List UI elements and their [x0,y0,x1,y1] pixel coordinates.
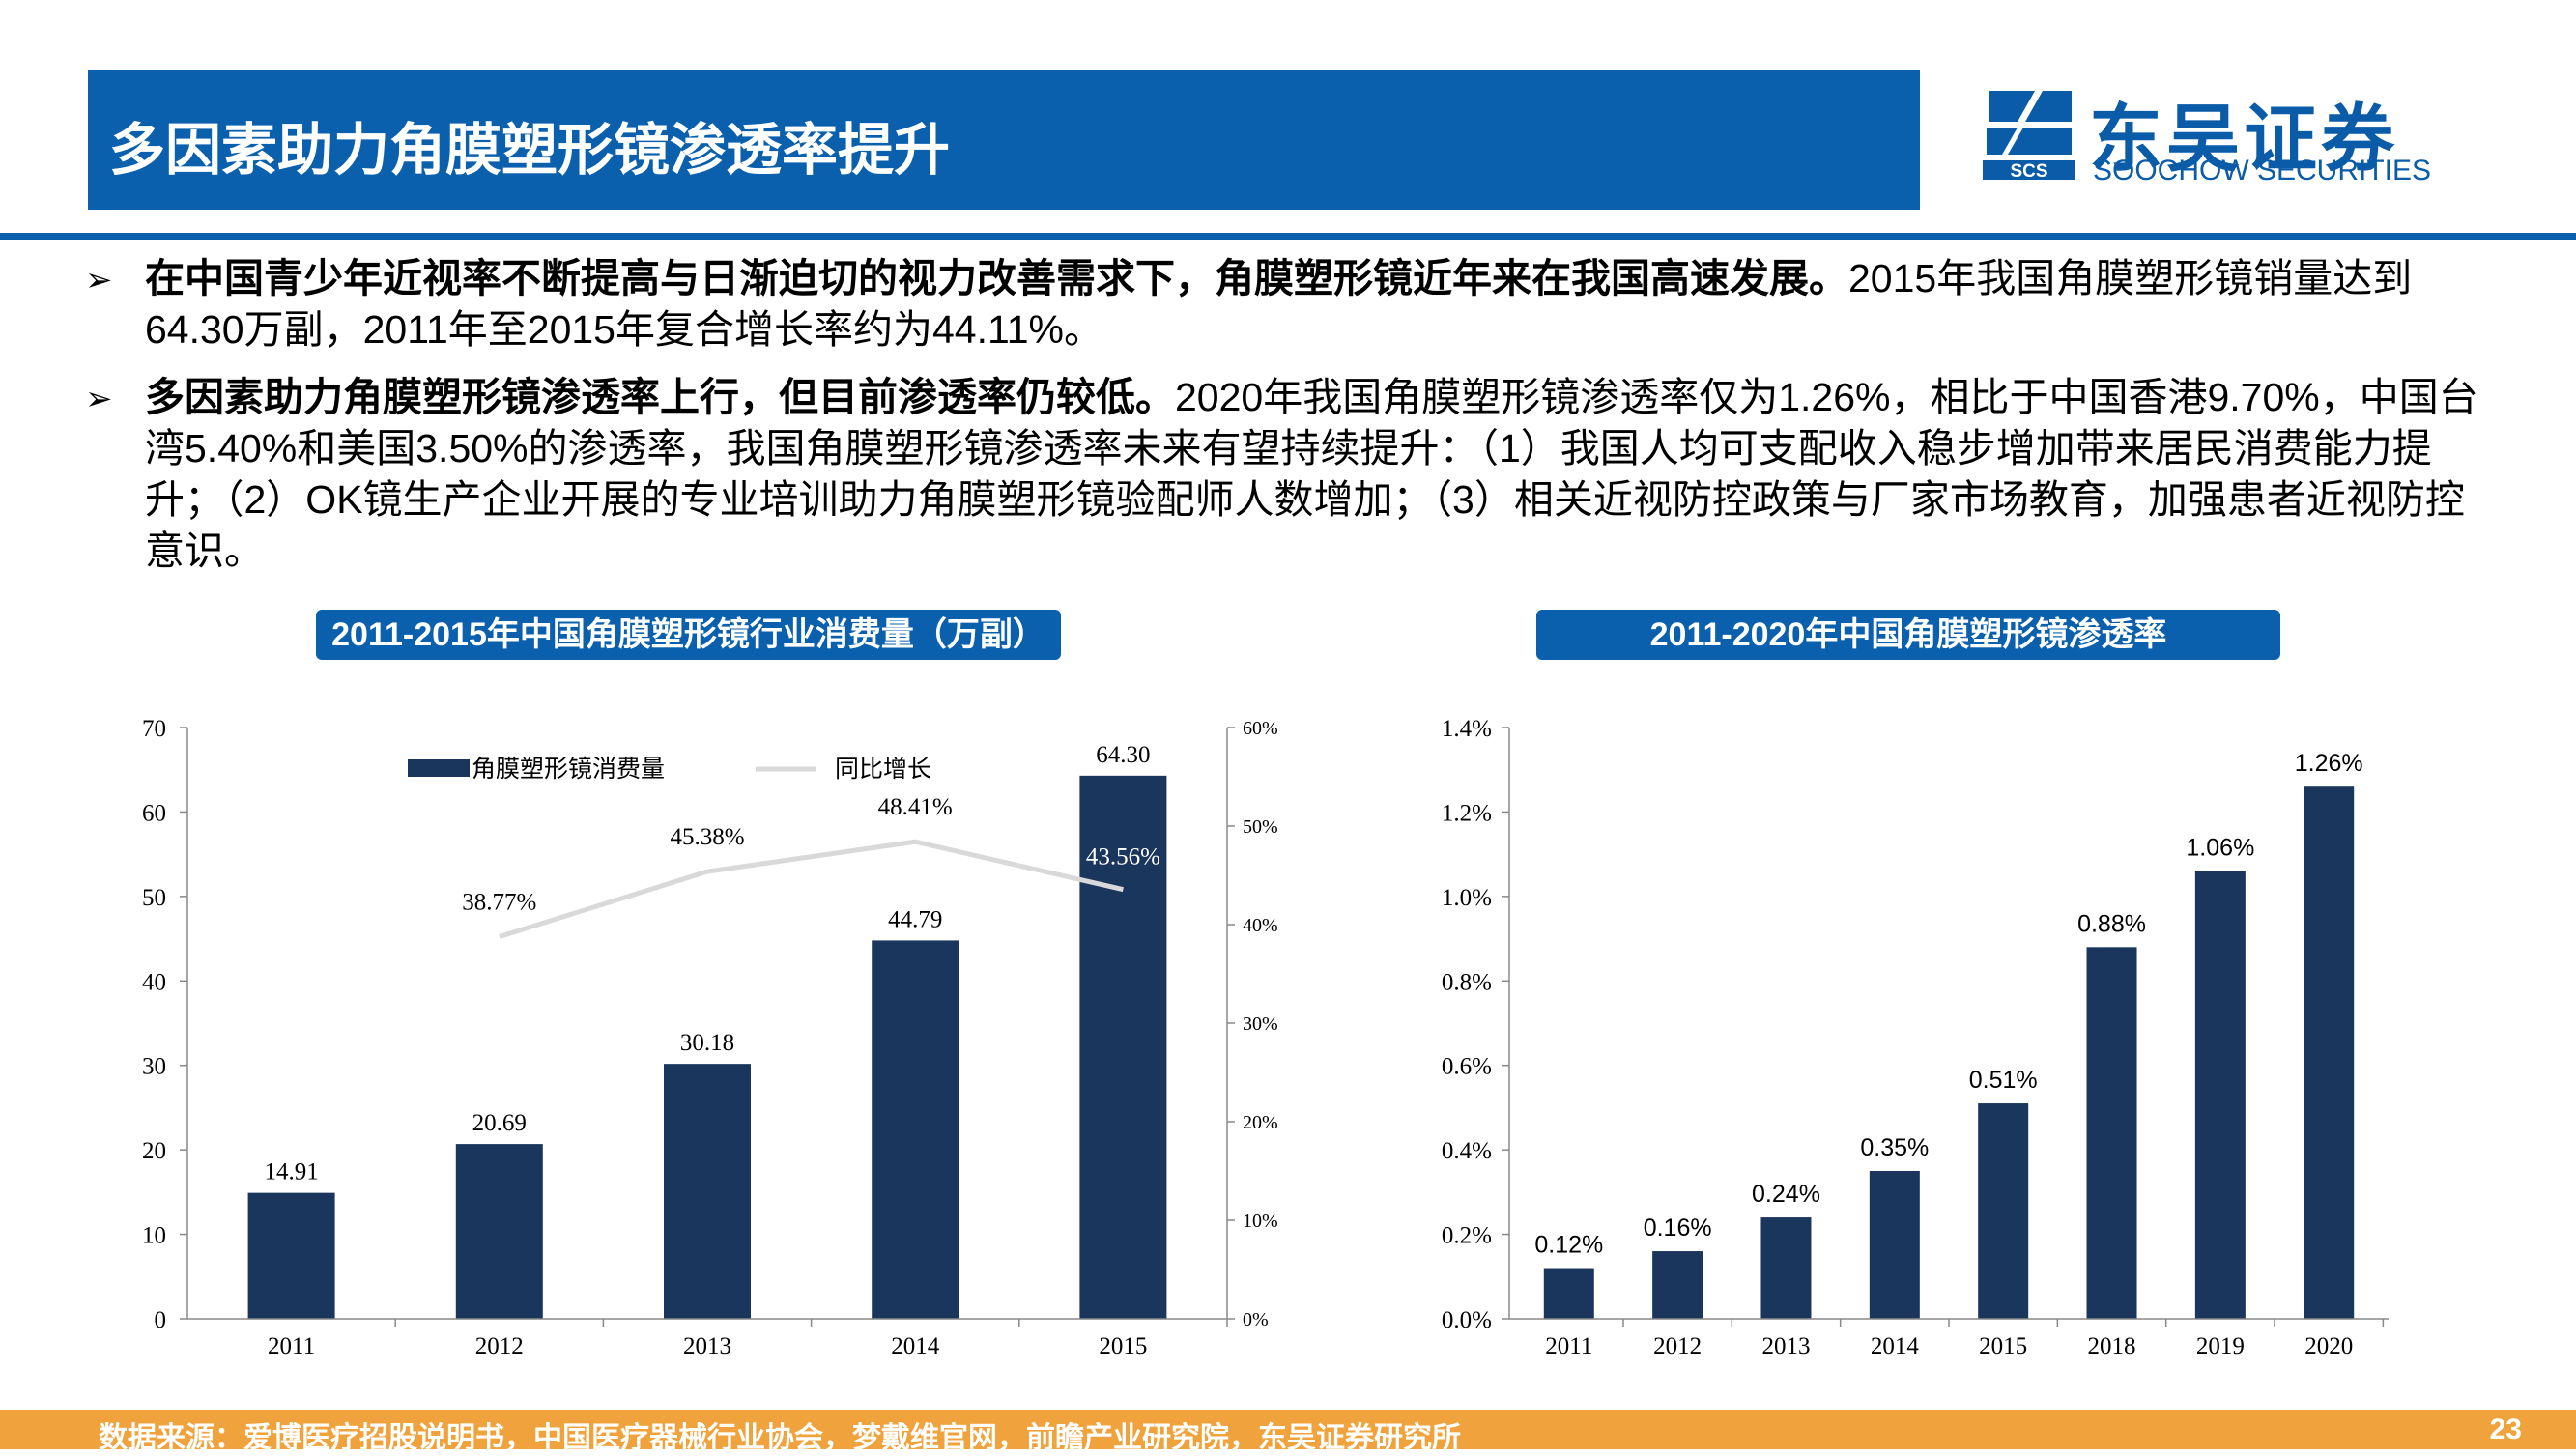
growth-value-label: 43.56% [1086,844,1160,871]
growth-value-label: 38.77% [462,890,536,916]
growth-line [499,839,1124,939]
bar [455,1144,543,1319]
y2-tick-label: 40% [1243,915,1278,936]
bar [1869,1171,1920,1319]
bar [664,1064,751,1319]
growth-value-label: 48.41% [878,794,953,820]
bar-value-label: 20.69 [472,1110,527,1136]
y-tick-label: 0.6% [1442,1054,1492,1080]
bar-value-label: 14.91 [264,1159,318,1185]
y-tick-label: 50 [142,885,166,911]
bar [2194,871,2246,1319]
x-tick-label: 2019 [2196,1333,2245,1359]
logo-mark-icon: SCS [1983,91,2075,182]
bar-value-label: 1.06% [2186,835,2254,862]
y-tick-label: 0.4% [1442,1138,1492,1164]
bar-value-label: 0.24% [1752,1181,1820,1208]
y-tick-label: 70 [142,716,166,742]
bar [247,1192,335,1319]
bullet-list: ➢ 在中国青少年近视率不断提高与日渐迫切的视力改善需求下，角膜塑形镜近年来在我国… [83,253,2499,593]
y2-tick-label: 0% [1243,1309,1269,1330]
y2-tick-label: 30% [1243,1013,1278,1035]
y-tick-label: 40 [142,969,166,995]
page-title: 多因素助力角膜塑形镜渗透率提升 [109,119,951,182]
x-tick-label: 2014 [1871,1333,1920,1359]
chart1-title: 2011-2015年中国角膜塑形镜行业消费量（万副） [316,610,1061,660]
y-tick-label: 0.0% [1442,1307,1492,1333]
bar [872,940,959,1319]
bar-value-label: 0.51% [1969,1067,2038,1094]
header-divider [0,233,2576,240]
bar-value-label: 0.88% [2077,910,2146,937]
growth-value-label: 45.38% [670,824,744,850]
bar [1978,1103,2029,1319]
consumption-chart: 14.91 20.69 30.18 44.79 64.30 38.77% 45.38% 48… [142,716,1278,1359]
logo-english-name: SOOCHOW SECURITIES [2093,155,2432,186]
y2-tick-label: 50% [1243,816,1278,838]
y2-tick-label: 20% [1243,1112,1278,1133]
bullet-item: ➢ 多因素助力角膜塑形镜渗透率上行，但目前渗透率仍较低。2020年我国角膜塑形镜… [83,372,2499,577]
x-tick-label: 2013 [683,1333,731,1359]
bar-value-label: 0.16% [1644,1214,1712,1242]
x-tick-label: 2012 [1653,1333,1702,1359]
y-tick-label: 1.4% [1442,716,1492,742]
bullet-bold-text: 在中国青少年近视率不断提高与日渐迫切的视力改善需求下，角膜塑形镜近年来在我国高速… [145,256,1848,300]
legend-bar-label: 角膜塑形镜消费量 [472,756,665,783]
x-tick-label: 2015 [1979,1333,2027,1359]
x-tick-label: 2011 [268,1333,315,1359]
page-number: 23 [2489,1413,2522,1445]
logo-abbr: SCS [2010,161,2047,182]
y-tick-label: 1.0% [1442,885,1492,911]
y-tick-label: 1.2% [1442,800,1492,826]
x-tick-label: 2018 [2088,1333,2136,1359]
x-tick-label: 2015 [1099,1333,1147,1359]
bar [1760,1217,1812,1319]
x-tick-label: 2014 [891,1333,940,1359]
x-tick-label: 2011 [1545,1333,1592,1359]
y-tick-label: 0.8% [1442,969,1492,995]
y-tick-label: 0.2% [1442,1223,1492,1249]
y-tick-label: 60 [142,800,166,826]
y-tick-label: 20 [142,1138,166,1164]
bar-value-label: 30.18 [680,1030,734,1056]
bullet-text: 2015年我国角膜塑形镜销量达到64.30万副，2011年至2015年复合增长率… [145,256,2413,352]
footer-bar: 数据来源：爱博医疗招股说明书，中国医疗器械行业协会，梦戴维官网，前瞻产业研究院，… [0,1410,2576,1454]
arrow-bullet-icon: ➢ [85,381,113,417]
y-tick-label: 0 [155,1307,167,1333]
bar-value-label: 64.30 [1096,742,1150,768]
legend-line-label: 同比增长 [835,756,931,783]
data-source: 数据来源：爱博医疗招股说明书，中国医疗器械行业协会，梦戴维官网，前瞻产业研究院，… [99,1422,1461,1454]
y-tick-label: 30 [142,1054,166,1080]
x-tick-label: 2013 [1761,1333,1810,1359]
bullet-bold-text: 多因素助力角膜塑形镜渗透率上行，但目前渗透率仍较低。 [145,375,1175,419]
chart2-title: 2011-2020年中国角膜塑形镜渗透率 [1536,610,2280,660]
bar [1652,1251,1703,1319]
bar [2304,786,2355,1319]
bar-value-label: 44.79 [888,906,942,932]
bar-value-label: 0.12% [1534,1232,1603,1259]
x-tick-label: 2020 [2304,1333,2353,1359]
legend-bar-swatch [408,759,470,777]
title-bar: 多因素助力角膜塑形镜渗透率提升 [88,70,1920,210]
arrow-bullet-icon: ➢ [85,262,113,299]
x-tick-label: 2012 [475,1333,524,1359]
y2-tick-label: 10% [1243,1211,1278,1232]
y2-tick-label: 60% [1243,718,1278,739]
bar [2086,947,2137,1319]
penetration-chart: 0.12% 0.16% 0.24% 0.35% 0.51% 0.88% 1.06% 1.26%… [1442,716,2389,1359]
bar [1543,1268,1594,1319]
company-logo: SCS 东吴证券 SOOCHOW SECURITIES [1979,83,2431,189]
bar [1079,775,1167,1319]
bullet-text: 2020年我国角膜塑形镜渗透率仅为1.26%，相比于中国香港9.70%，中国台湾… [145,375,2478,573]
bar-value-label: 0.35% [1860,1134,1929,1161]
y-tick-label: 10 [142,1223,166,1249]
bar-value-label: 1.26% [2295,750,2363,777]
bullet-item: ➢ 在中国青少年近视率不断提高与日渐迫切的视力改善需求下，角膜塑形镜近年来在我国… [83,253,2499,356]
logo-chinese-name: 东吴证券 [2089,99,2398,181]
